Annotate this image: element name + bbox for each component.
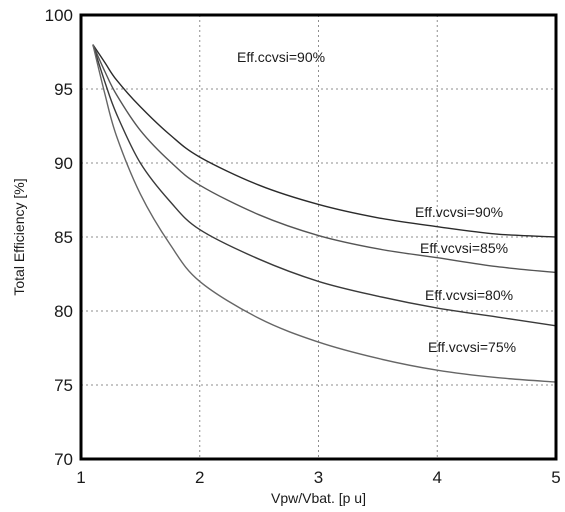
series-line <box>92 44 557 274</box>
y-tick-labels: 70 75 80 85 90 95 100 <box>45 6 73 469</box>
y-tick-label: 80 <box>54 302 73 321</box>
y-axis-title: Total Efficiency [%] <box>11 178 27 295</box>
grid-lines <box>81 15 556 459</box>
chart-annotation: Eff.ccvsi=90% <box>237 49 325 65</box>
y-tick-label: 95 <box>54 80 73 99</box>
series-line <box>92 44 557 383</box>
x-tick-label: 5 <box>551 468 560 487</box>
series-label: Eff.vcvsi=80% <box>425 287 513 303</box>
x-tick-labels: 1 2 3 4 5 <box>76 468 560 487</box>
plot-frame <box>79 13 558 461</box>
series-line <box>92 44 557 238</box>
y-tick-label: 75 <box>54 376 73 395</box>
series-labels: Eff.vcvsi=90% Eff.vcvsi=85% Eff.vcvsi=80% E… <box>415 204 516 355</box>
x-tick-label: 3 <box>314 468 323 487</box>
y-tick-label: 90 <box>54 154 73 173</box>
series-lines <box>92 44 557 383</box>
y-tick-label: 85 <box>54 228 73 247</box>
x-tick-label: 4 <box>433 468 442 487</box>
series-label: Eff.vcvsi=90% <box>415 204 503 220</box>
y-tick-label: 100 <box>45 6 73 25</box>
x-tick-label: 1 <box>76 468 85 487</box>
x-tick-label: 2 <box>195 468 204 487</box>
series-label: Eff.vcvsi=75% <box>428 339 516 355</box>
x-axis-title: Vpw/Vbat. [p u] <box>271 490 366 506</box>
series-label: Eff.vcvsi=85% <box>420 240 508 256</box>
y-tick-label: 70 <box>54 450 73 469</box>
series-line <box>92 44 557 327</box>
